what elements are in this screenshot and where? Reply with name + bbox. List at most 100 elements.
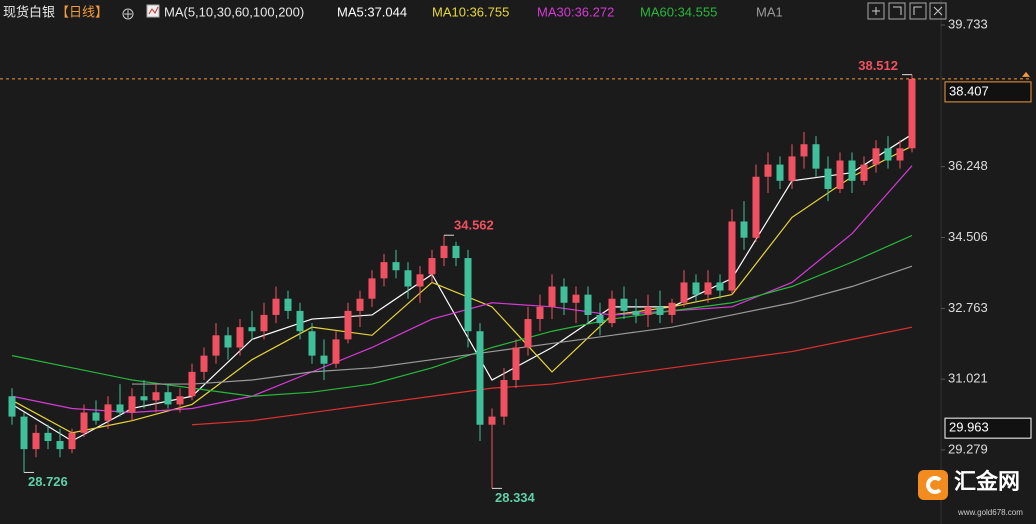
candle-body	[644, 306, 652, 315]
marker-price-label: 29.963	[949, 420, 989, 435]
current-price-label: 38.407	[949, 83, 989, 98]
candle-body	[248, 327, 256, 332]
extreme-label: 38.512	[858, 58, 898, 73]
tool-close[interactable]	[929, 2, 947, 20]
candle-body	[212, 335, 220, 356]
candle-body	[32, 432, 40, 450]
extreme-label: 28.334	[495, 490, 536, 505]
candle-body	[224, 335, 232, 348]
tool-chart[interactable]	[909, 2, 927, 20]
current-price-arrow	[1022, 71, 1030, 77]
logo-url: www.gold678.com	[957, 508, 1023, 517]
candle-body	[788, 156, 796, 181]
candle-body	[176, 396, 184, 405]
candle-body	[104, 404, 112, 421]
candle-body	[848, 160, 856, 181]
period[interactable]: 【日线】	[56, 4, 108, 19]
candle-body	[704, 282, 712, 295]
tool-glyphs	[872, 6, 943, 16]
candle-body	[584, 294, 592, 315]
candle-body	[740, 221, 748, 238]
candle-body	[836, 160, 844, 189]
candle-body	[440, 245, 448, 259]
candle-body	[116, 404, 124, 413]
candle-body	[356, 298, 364, 311]
candle-body	[596, 314, 604, 324]
logo-glyph	[926, 476, 942, 494]
candle-body	[884, 148, 892, 161]
candle-body	[368, 278, 376, 299]
candle-body	[128, 396, 136, 413]
candle-body	[308, 331, 316, 356]
candle-body	[668, 302, 676, 315]
tool-move[interactable]	[867, 2, 885, 20]
candle-body	[896, 148, 904, 161]
candle-body	[68, 432, 76, 450]
candle-body	[812, 144, 820, 169]
candle-body	[716, 282, 724, 291]
current-price-box	[944, 81, 1032, 103]
logo-icon	[918, 470, 948, 500]
add-icon-cross	[124, 10, 132, 18]
candle-body	[512, 347, 520, 381]
candle-body	[680, 282, 688, 303]
candle-body	[608, 298, 616, 324]
candle-body	[908, 78, 916, 149]
y-tick-label: 36.248	[948, 158, 988, 173]
candle-body	[296, 310, 304, 332]
candle-body	[860, 164, 868, 181]
legend-entry: MA5:37.044	[337, 4, 407, 19]
candle-body	[620, 298, 628, 311]
legend-entry: MA10:36.755	[432, 4, 509, 19]
candle-body	[692, 282, 700, 295]
add-icon[interactable]	[122, 8, 134, 20]
y-tick-label: 29.279	[948, 441, 988, 456]
candle-body	[56, 440, 64, 450]
legend-entry: MA30:36.272	[537, 4, 614, 19]
legend-entry: MA60:34.555	[640, 4, 717, 19]
ma-caption: MA(5,10,30,60,100,200)	[164, 4, 304, 19]
candle-body	[392, 262, 400, 271]
extreme-label: 34.562	[454, 218, 494, 233]
ma-line	[11, 133, 913, 442]
candle-body	[416, 274, 424, 287]
candle-body	[404, 270, 412, 287]
candle-body	[260, 314, 268, 332]
candle-body	[728, 221, 736, 291]
candle-body	[20, 416, 28, 450]
candle-body	[8, 396, 16, 417]
candle-body	[476, 331, 484, 425]
y-tick-label: 31.021	[948, 371, 988, 386]
candle-body	[488, 416, 496, 425]
y-tick-label: 34.506	[948, 229, 988, 244]
candle-body	[656, 306, 664, 315]
candle-body	[776, 164, 784, 181]
candle-body	[428, 258, 436, 275]
legend-entry: MA1	[756, 4, 783, 19]
candle-body	[752, 176, 760, 238]
candle-body	[92, 412, 100, 421]
candle-body	[236, 327, 244, 348]
y-tick-label: 32.763	[948, 300, 988, 315]
candle-body	[188, 371, 196, 397]
marker-price-box	[944, 417, 1032, 439]
candle-body	[80, 412, 88, 433]
candle-body	[344, 310, 352, 340]
ma-line	[11, 145, 913, 434]
candle-body	[464, 258, 472, 332]
candle-body	[524, 319, 532, 348]
logo-name: 汇金网	[954, 469, 1020, 494]
candle-body	[536, 306, 544, 320]
tool-zoom[interactable]	[888, 2, 906, 20]
ma-line	[132, 265, 913, 385]
chart-title: 现货白银	[3, 4, 55, 19]
candle-body	[764, 164, 772, 177]
y-tick-label: 39.733	[948, 16, 988, 31]
candle-body	[548, 286, 556, 307]
candle-body	[284, 298, 292, 311]
candle-body	[320, 355, 328, 364]
candle-body	[200, 355, 208, 372]
